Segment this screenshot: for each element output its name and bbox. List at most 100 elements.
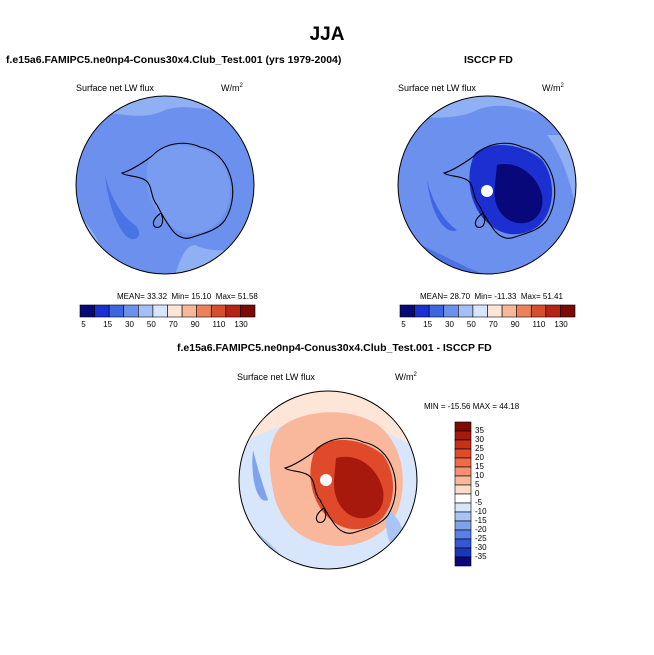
panel-2-band (427, 180, 457, 231)
colorbar-tick-label: 5 (81, 320, 86, 329)
panel-2-band (547, 135, 576, 215)
panel-2-land-core (494, 164, 543, 224)
colorbar-swatch (454, 475, 472, 486)
colorbar-swatch (560, 304, 576, 318)
colorbar-swatch (240, 304, 256, 318)
colorbar-tick-label: -10 (475, 507, 487, 516)
panel-2-colorbar-labels: 5 15 30 50 70 90 110 130 (400, 320, 575, 332)
colorbar-tick-label: 130 (234, 320, 248, 329)
colorbar-swatch (530, 304, 547, 318)
colorbar-tick-label: 50 (146, 320, 156, 329)
colorbar-swatch (458, 304, 474, 318)
colorbar-tick-label: -25 (475, 534, 487, 543)
colorbar-tick-label: 15 (475, 462, 484, 471)
colorbar-tick-label: 50 (466, 320, 476, 329)
colorbar-swatch (454, 421, 472, 432)
colorbar-swatch (428, 304, 445, 318)
colorbar-swatch (152, 304, 168, 318)
colorbar-swatch (454, 466, 472, 477)
panel-2-title: ISCCP FD (464, 54, 513, 66)
panel-1-colorbar (79, 304, 256, 318)
colorbar-swatch (454, 439, 472, 450)
panel-3-map-border (238, 390, 418, 570)
colorbar-swatch (181, 304, 197, 318)
panel-3-title: f.e15a6.FAMIPC5.ne0np4-Conus30x4.Club_Te… (177, 342, 492, 354)
panel-2-stats: MEAN= 28.70 Min= -11.33 Max= 51.41 (420, 292, 563, 301)
colorbar-tick-label: 25 (475, 444, 484, 453)
colorbar-tick-label: 5 (475, 480, 480, 489)
colorbar-tick-label: 90 (190, 320, 200, 329)
colorbar-tick-label: -35 (475, 552, 487, 561)
colorbar-swatch (167, 304, 183, 318)
panel-2-units: W/m2 (542, 83, 564, 93)
colorbar-tick-label: 15 (103, 320, 113, 329)
colorbar-swatch (545, 304, 561, 318)
panel-1-colorbar-labels: 5 15 30 50 70 90 110 130 (80, 320, 255, 332)
panel-3-pole-mask (320, 474, 332, 486)
colorbar-swatch (210, 304, 227, 318)
panel-1-variable: Surface net LW flux (76, 83, 154, 93)
colorbar-tick-label: 70 (488, 320, 498, 329)
colorbar-swatch (501, 304, 517, 318)
colorbar-tick-label: -5 (475, 498, 483, 507)
colorbar-swatch (123, 304, 139, 318)
panel-2-pole-mask (481, 185, 493, 197)
colorbar-swatch (79, 304, 95, 318)
panel-3-variable: Surface net LW flux (237, 372, 315, 382)
colorbar-swatch (399, 304, 415, 318)
colorbar-swatch (138, 304, 154, 318)
panel-2-map-border (397, 95, 577, 275)
colorbar-tick-label: 15 (423, 320, 433, 329)
panel-1-land-field (146, 145, 231, 234)
colorbar-tick-label: 30 (125, 320, 134, 329)
panel-3-band (252, 450, 268, 501)
colorbar-swatch (454, 502, 472, 513)
colorbar-tick-label: 110 (212, 320, 226, 329)
colorbar-swatch (472, 304, 488, 318)
colorbar-tick-label: 30 (445, 320, 454, 329)
colorbar-swatch (443, 304, 459, 318)
panel-3-land-core (333, 456, 384, 519)
panel-3-stats: MIN = -15.56 MAX = 44.18 (424, 402, 520, 411)
colorbar-swatch (454, 520, 472, 531)
colorbar-tick-label: -20 (475, 525, 487, 534)
colorbar-swatch (454, 457, 472, 468)
colorbar-swatch (225, 304, 241, 318)
colorbar-tick-label: 5 (401, 320, 406, 329)
colorbar-tick-label: 0 (475, 489, 480, 498)
panel-1-coastline (120, 142, 234, 239)
colorbar-tick-label: -30 (475, 543, 487, 552)
colorbar-swatch (196, 304, 212, 318)
colorbar-swatch (454, 448, 472, 459)
colorbar-tick-label: 35 (475, 426, 484, 435)
colorbar-swatch (94, 304, 110, 318)
panel-2-variable: Surface net LW flux (398, 83, 476, 93)
colorbar-swatch (454, 484, 472, 495)
panel-1-band (105, 175, 140, 240)
panel-1-units: W/m2 (221, 83, 243, 93)
colorbar-swatch (454, 547, 472, 558)
colorbar-swatch (454, 538, 472, 549)
panel-2-colorbar (399, 304, 576, 318)
panel-2-map (397, 95, 577, 275)
panel-3-units: W/m2 (395, 372, 417, 382)
panel-3-map (238, 390, 418, 570)
colorbar-tick-label: 110 (532, 320, 546, 329)
colorbar-swatch (454, 511, 472, 522)
colorbar-tick-label: 90 (510, 320, 520, 329)
panel-2-coastline (442, 142, 556, 239)
panel-1-map (75, 95, 255, 275)
colorbar-swatch (454, 430, 472, 441)
panel-3-colorbar (454, 421, 472, 567)
colorbar-tick-label: 30 (475, 435, 484, 444)
colorbar-tick-label: 10 (475, 471, 484, 480)
colorbar-swatch (454, 493, 472, 504)
colorbar-swatch (516, 304, 532, 318)
panel-3-coastline (283, 437, 397, 534)
colorbar-swatch (487, 304, 503, 318)
colorbar-swatch (108, 304, 125, 318)
colorbar-swatch (414, 304, 430, 318)
panel-1-title: f.e15a6.FAMIPC5.ne0np4-Conus30x4.Club_Te… (6, 54, 342, 66)
panel-1-map-border (75, 95, 255, 275)
colorbar-tick-label: 70 (168, 320, 178, 329)
